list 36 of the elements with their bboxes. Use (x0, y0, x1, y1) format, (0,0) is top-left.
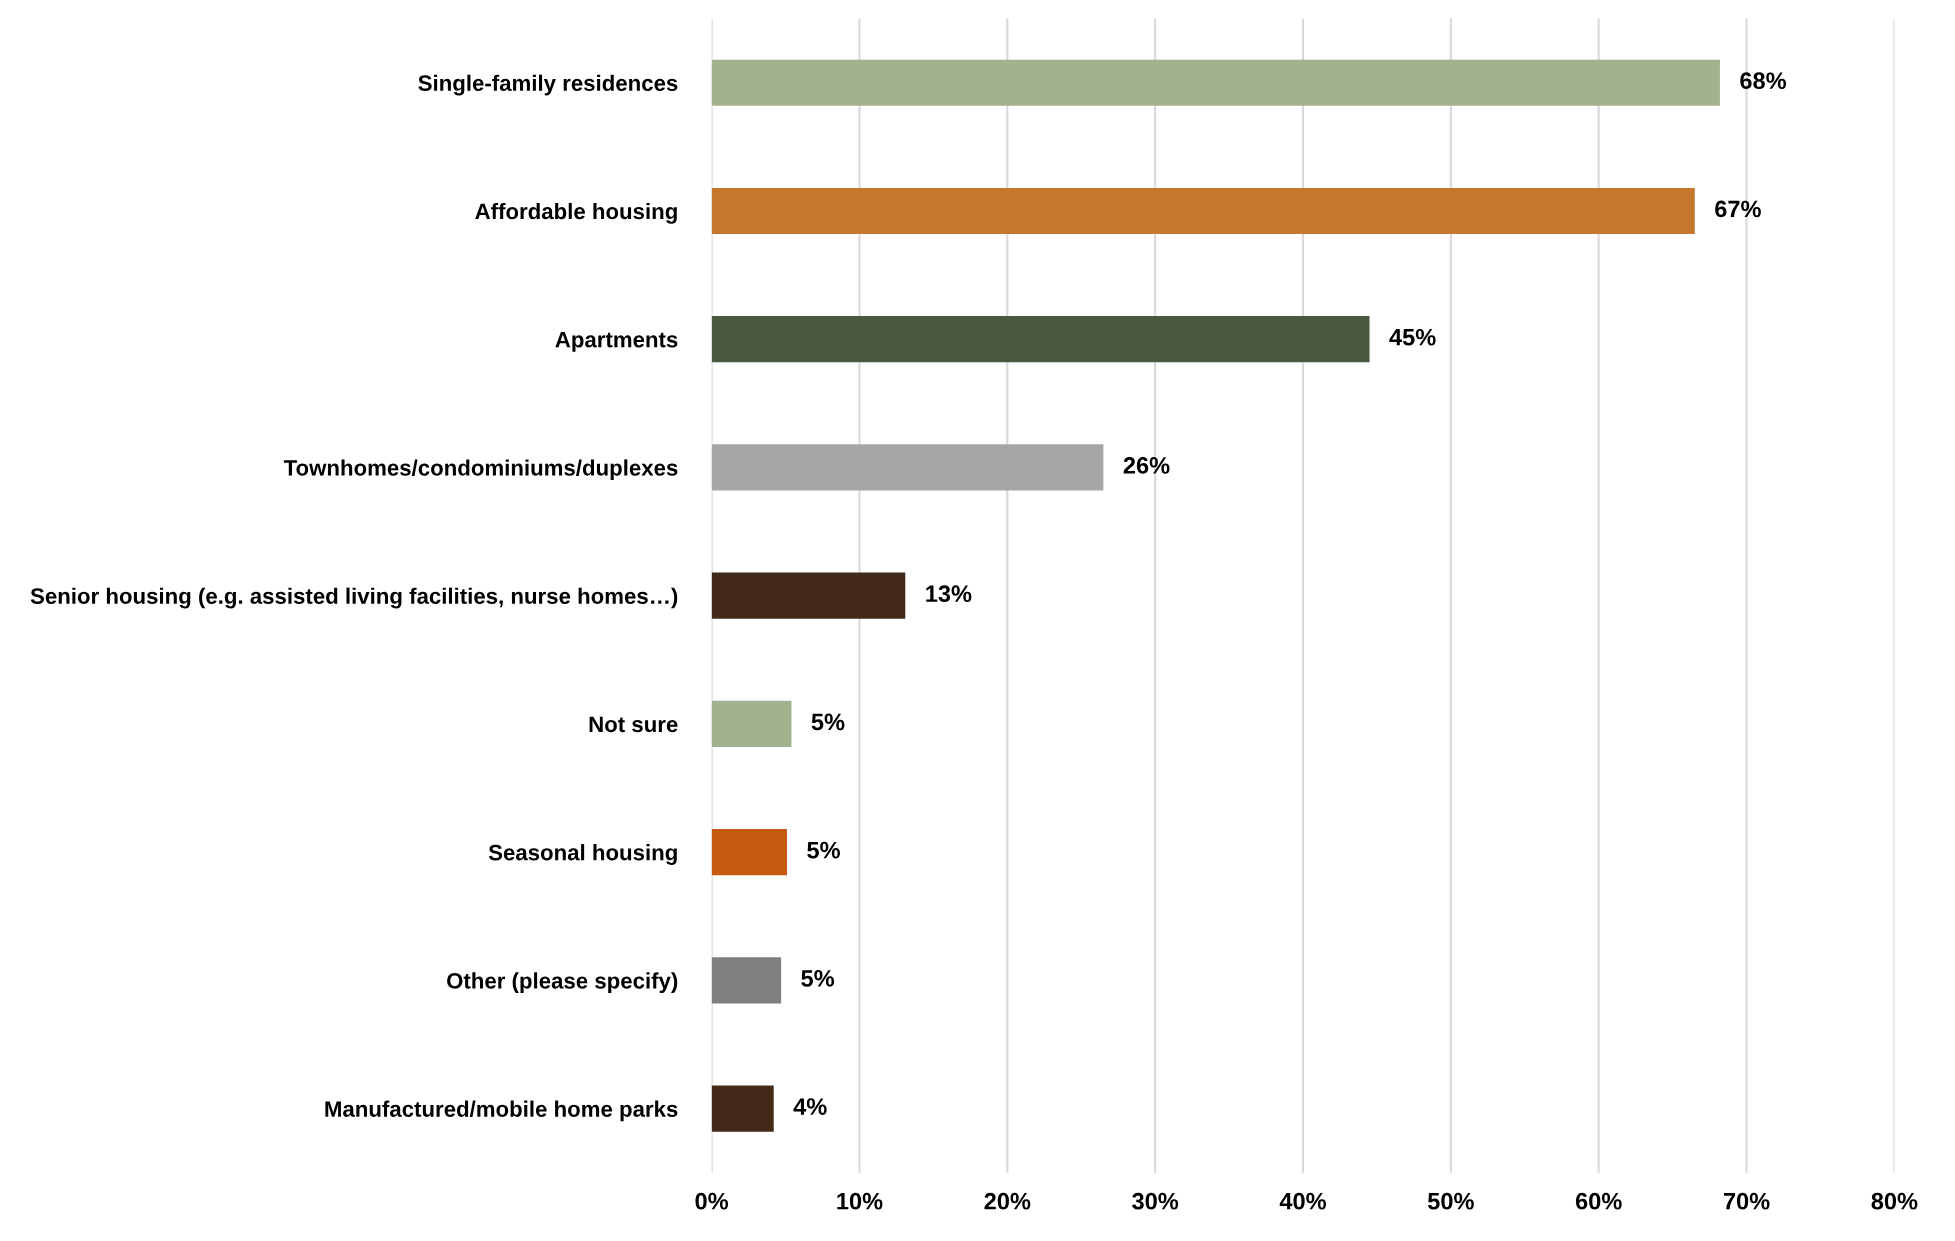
x-tick-label: 60% (1575, 1192, 1622, 1210)
data-label: 13% (926, 585, 972, 603)
y-tick-label: Affordable housing (475, 202, 677, 224)
y-tick-label: Not sure (589, 716, 678, 733)
y-tick-label: Single-family residences (418, 74, 678, 96)
bar (711, 572, 906, 619)
y-tick-label: Seasonal housing (488, 844, 677, 865)
x-tick-label: 40% (1279, 1192, 1327, 1210)
bar (711, 957, 782, 1004)
data-label: 4% (793, 1098, 827, 1115)
bar (711, 59, 1720, 106)
x-tick-label: 0% (695, 1192, 729, 1210)
data-label: 5% (811, 713, 845, 731)
x-tick-label: 30% (1132, 1192, 1179, 1210)
data-label: 26% (1123, 457, 1170, 474)
data-label: 67% (1715, 200, 1761, 218)
y-tick-label: Other (please specify) (447, 972, 678, 994)
x-tick-label: 50% (1427, 1192, 1474, 1210)
y-tick-label: Apartments (555, 331, 678, 352)
data-label: 68% (1740, 72, 1787, 90)
x-tick-label: 10% (837, 1192, 883, 1210)
y-tick-label: Manufactured/mobile home parks (325, 1100, 678, 1122)
bar (711, 316, 1370, 363)
bar (711, 700, 792, 747)
y-tick-label: Senior housing (e.g. assisted living facilities, nurse homes…) (30, 587, 678, 609)
x-tick-label: 70% (1723, 1192, 1770, 1210)
bar (711, 829, 788, 876)
bar (711, 187, 1695, 235)
bar (711, 444, 1104, 491)
data-label: 5% (807, 841, 840, 859)
x-tick-label: 20% (984, 1192, 1031, 1210)
bar (711, 1085, 774, 1132)
data-label: 45% (1389, 328, 1436, 346)
y-tick-label: Townhomes/condominiums/duplexes (283, 459, 678, 481)
data-label: 5% (801, 970, 835, 987)
x-tick-label: 80% (1871, 1192, 1918, 1210)
